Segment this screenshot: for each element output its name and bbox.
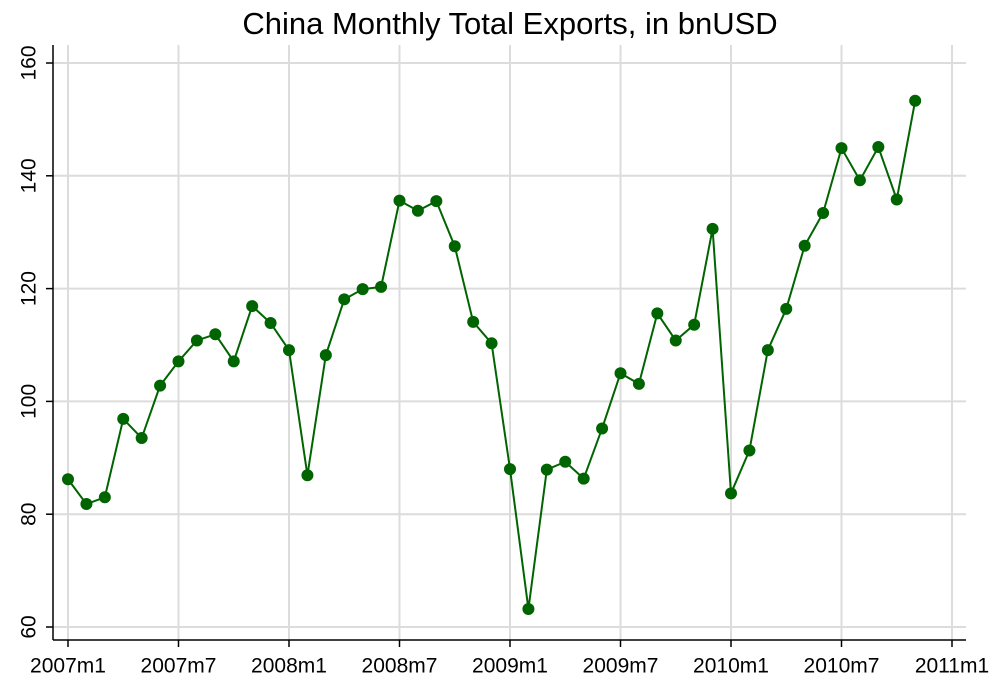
y-tick-label: 80	[18, 503, 41, 526]
data-point	[651, 307, 664, 320]
data-point	[80, 498, 93, 511]
data-point	[540, 463, 553, 476]
data-point	[632, 377, 645, 390]
data-point	[117, 412, 130, 425]
data-point	[209, 328, 222, 341]
data-point	[853, 174, 866, 187]
data-point	[798, 239, 811, 252]
x-tick-label: 2008m7	[362, 655, 438, 678]
y-tick-label: 140	[18, 158, 41, 193]
data-point	[577, 472, 590, 485]
data-point	[872, 141, 885, 154]
data-point	[669, 334, 682, 347]
y-tick-label: 120	[18, 271, 41, 306]
data-line	[67, 100, 917, 610]
data-point	[614, 367, 627, 380]
data-point	[411, 204, 424, 217]
data-point	[62, 473, 74, 486]
data-point	[817, 207, 830, 220]
data-point	[688, 318, 701, 331]
data-point	[559, 455, 572, 468]
data-point	[393, 194, 406, 207]
data-point	[375, 280, 388, 293]
data-point	[154, 379, 167, 392]
data-point	[98, 491, 111, 504]
data-point	[522, 602, 535, 615]
x-tick-label: 2008m1	[251, 655, 327, 678]
data-point	[448, 240, 461, 253]
data-point	[246, 300, 259, 313]
data-point	[319, 349, 332, 362]
data-point	[190, 334, 203, 347]
y-tick-label: 60	[18, 615, 41, 638]
data-point	[227, 355, 240, 368]
x-tick-label: 2009m7	[583, 655, 659, 678]
data-point	[504, 463, 516, 476]
data-point	[890, 193, 903, 206]
data-point	[135, 432, 148, 445]
x-tick-label: 2007m7	[141, 655, 217, 678]
x-tick-label: 2010m7	[804, 655, 880, 678]
data-point	[706, 222, 719, 235]
chart-title: China Monthly Total Exports, in bnUSD	[242, 6, 777, 41]
data-point	[725, 487, 737, 500]
x-tick-label: 2011m1	[915, 655, 989, 678]
data-point	[761, 344, 774, 357]
data-point	[356, 283, 369, 296]
data-point	[835, 142, 848, 155]
data-point	[430, 195, 443, 208]
data-point	[301, 469, 314, 482]
data-point	[485, 337, 498, 350]
data-point	[264, 317, 277, 330]
y-tick-label: 100	[18, 384, 41, 419]
x-tick-label: 2007m1	[30, 655, 106, 678]
x-tick-label: 2009m1	[472, 655, 548, 678]
data-point	[743, 444, 756, 457]
data-point	[338, 293, 351, 306]
data-point	[780, 302, 793, 315]
data-point	[909, 94, 922, 107]
y-tick-label: 160	[18, 45, 41, 80]
data-point	[467, 315, 480, 328]
data-point	[172, 355, 185, 368]
data-point	[283, 344, 295, 357]
x-tick-label: 2010m1	[693, 655, 769, 678]
data-point	[596, 422, 609, 435]
